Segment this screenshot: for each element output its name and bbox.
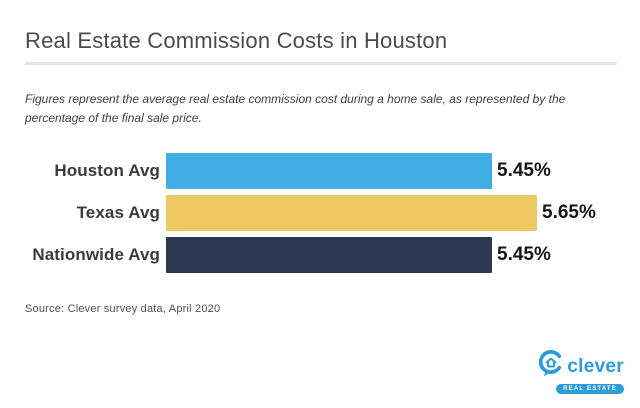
clever-logo-wordmark: clever bbox=[567, 355, 624, 377]
chart-row-nationwide: Nationwide Avg 5.45% bbox=[0, 237, 640, 273]
bar-value-texas: 5.65% bbox=[542, 202, 596, 223]
bar-label-texas: Texas Avg bbox=[76, 203, 160, 222]
bar-label-nationwide: Nationwide Avg bbox=[32, 245, 160, 264]
clever-logo-house-pin-icon bbox=[539, 350, 563, 382]
bar-chart: Houston Avg 5.45% Texas Avg 5.65% Nation… bbox=[0, 153, 640, 279]
page-title: Real Estate Commission Costs in Houston bbox=[25, 28, 448, 53]
bar-label-houston: Houston Avg bbox=[54, 161, 160, 180]
clever-logo: clever REAL ESTATE bbox=[539, 350, 624, 394]
chart-row-houston: Houston Avg 5.45% bbox=[0, 153, 640, 189]
source-note: Source: Clever survey data, April 2020 bbox=[25, 303, 221, 315]
bar-houston bbox=[166, 153, 492, 189]
bar-texas bbox=[166, 195, 537, 231]
chart-subtitle: Figures represent the average real estat… bbox=[25, 92, 566, 126]
bar-value-nationwide: 5.45% bbox=[497, 244, 551, 265]
clever-logo-tagline: REAL ESTATE bbox=[556, 384, 624, 394]
chart-row-texas: Texas Avg 5.65% bbox=[0, 195, 640, 231]
bar-value-houston: 5.45% bbox=[497, 160, 551, 181]
title-divider bbox=[25, 62, 617, 65]
bar-nationwide bbox=[166, 237, 492, 273]
